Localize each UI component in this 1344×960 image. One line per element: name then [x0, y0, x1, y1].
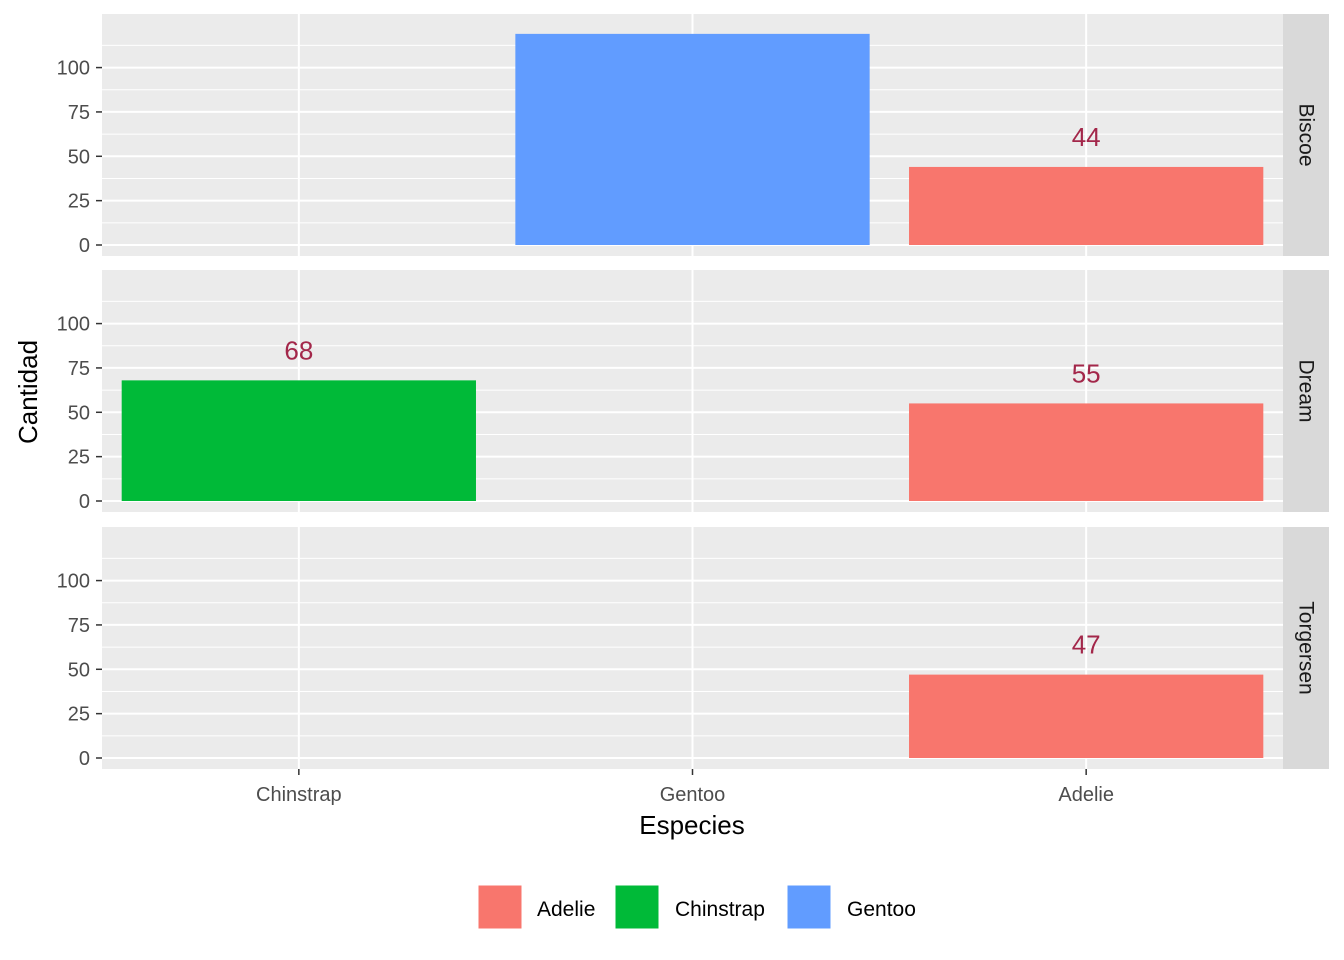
- bar-value-label: 68: [284, 335, 313, 365]
- y-tick-label: 100: [57, 571, 90, 593]
- legend-key-adelie: [477, 884, 523, 930]
- bar-chinstrap: [121, 380, 476, 501]
- facet-strip: [1283, 270, 1329, 512]
- facet-strip-label: Dream: [1295, 359, 1318, 422]
- y-tick-label: 50: [68, 402, 90, 424]
- bar-adelie: [909, 674, 1264, 758]
- y-tick-label: 25: [68, 447, 90, 469]
- y-tick-label: 50: [68, 146, 90, 168]
- bar-gentoo: [515, 33, 870, 245]
- facet-strip-label: Torgersen: [1295, 601, 1318, 694]
- y-tick-label: 50: [68, 659, 90, 681]
- facet-strip: [1283, 14, 1329, 256]
- y-tick-label: 0: [79, 491, 90, 513]
- y-tick-label: 75: [68, 615, 90, 637]
- y-tick-label: 0: [79, 235, 90, 257]
- x-tick-label: Gentoo: [660, 784, 726, 806]
- legend: Adelie Chinstrap Gentoo: [477, 884, 916, 930]
- facet-panel-torgersen: 0 25 50 75 100 47 Torgersen: [57, 527, 1329, 770]
- x-tick-label: Chinstrap: [256, 784, 342, 806]
- bar-adelie: [909, 403, 1264, 501]
- bar-adelie: [909, 166, 1264, 245]
- legend-key-chinstrap: [614, 884, 660, 930]
- facet-panel-biscoe: 0 25 50 75 100 44 Biscoe: [57, 14, 1329, 257]
- x-axis-title: Especies: [639, 810, 745, 840]
- facet-panel-dream: 0 25 50 75 100 68 55 Dream: [57, 270, 1329, 513]
- y-tick-label: 0: [79, 748, 90, 770]
- x-axis: Chinstrap Gentoo Adelie: [256, 769, 1114, 806]
- facet-strip-label: Biscoe: [1295, 103, 1318, 166]
- y-tick-label: 100: [57, 314, 90, 336]
- x-tick-label: Adelie: [1058, 784, 1114, 806]
- y-tick-label: 25: [68, 704, 90, 726]
- bar-value-label: 44: [1072, 122, 1101, 152]
- bar-value-label: 55: [1072, 358, 1101, 388]
- legend-key-gentoo: [786, 884, 832, 930]
- legend-label: Chinstrap: [675, 898, 765, 921]
- facet-strip: [1283, 527, 1329, 769]
- y-tick-label: 75: [68, 102, 90, 124]
- y-tick-label: 100: [57, 58, 90, 80]
- legend-label: Adelie: [537, 898, 595, 921]
- facet-panels: 0 25 50 75 100 44 Biscoe 0 25 50 75 100 68 55 Dream 0 25…: [57, 14, 1329, 770]
- y-tick-label: 75: [68, 358, 90, 380]
- y-tick-label: 25: [68, 191, 90, 213]
- legend-label: Gentoo: [847, 898, 916, 921]
- y-axis-title: Cantidad: [13, 340, 43, 444]
- bar-value-label: 47: [1072, 630, 1101, 660]
